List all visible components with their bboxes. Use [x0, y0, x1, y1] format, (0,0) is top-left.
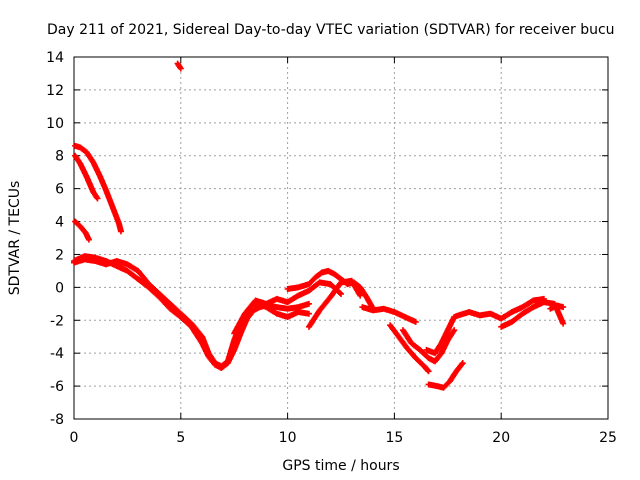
series-markers — [231, 279, 344, 337]
chart-title: Day 211 of 2021, Sidereal Day-to-day VTE… — [47, 22, 615, 38]
series-markers — [71, 253, 312, 371]
series-markers — [305, 277, 364, 330]
x-tick-label: 20 — [492, 430, 510, 446]
y-tick-label: 4 — [55, 215, 64, 231]
series-arc-h — [359, 304, 419, 325]
y-tick-labels: -8 -6 -4 -2 0 2 4 6 8 10 12 14 — [46, 50, 64, 428]
series-markers — [174, 60, 184, 72]
y-tick-label: 12 — [46, 83, 64, 99]
axis-ticks — [73, 56, 609, 420]
x-tick-label: 15 — [385, 430, 403, 446]
x-tick-labels: 0 5 10 15 20 25 — [70, 430, 617, 446]
series-markers — [72, 218, 92, 243]
series-arc-i — [387, 322, 432, 375]
series-markers — [425, 360, 466, 391]
series-arc-b — [72, 152, 101, 202]
series-arc-d — [174, 60, 184, 72]
y-tick-label: 10 — [46, 116, 64, 132]
y-tick-label: 8 — [55, 149, 64, 165]
series-arc-main-2 — [71, 253, 312, 371]
y-tick-label: -6 — [50, 379, 64, 395]
series-arc-main — [71, 256, 312, 370]
series-arc-g — [305, 277, 364, 330]
series-arc-n — [547, 302, 567, 312]
x-tick-label: 5 — [176, 430, 185, 446]
grid-lines — [74, 57, 608, 419]
x-tick-label: 25 — [599, 430, 617, 446]
data-series — [71, 60, 567, 391]
series-markers — [399, 327, 458, 365]
y-tick-label: 14 — [46, 50, 64, 66]
series-arc-c — [72, 218, 92, 243]
series-markers — [72, 142, 124, 235]
series-arc-k — [425, 360, 466, 391]
series-markers — [547, 302, 567, 312]
series-markers — [423, 295, 547, 357]
x-axis-label: GPS time / hours — [282, 458, 399, 474]
x-tick-label: 0 — [70, 430, 79, 446]
series-markers — [72, 152, 101, 202]
series-arc-a — [72, 142, 124, 235]
y-tick-label: -2 — [50, 313, 64, 329]
series-markers — [71, 256, 312, 370]
y-tick-label: 2 — [55, 247, 64, 263]
series-markers — [359, 304, 419, 325]
series-markers — [387, 322, 432, 375]
y-tick-label: 0 — [55, 280, 64, 296]
series-arc-l — [423, 295, 547, 357]
y-axis-label: SDTVAR / TECUs — [7, 181, 23, 296]
series-arc-j — [399, 327, 458, 365]
plot-frame — [73, 56, 609, 420]
y-tick-label: 6 — [55, 182, 64, 198]
y-tick-label: -4 — [50, 346, 64, 362]
y-tick-label: -8 — [50, 412, 64, 428]
x-tick-label: 10 — [279, 430, 297, 446]
series-arc-e — [231, 279, 344, 337]
